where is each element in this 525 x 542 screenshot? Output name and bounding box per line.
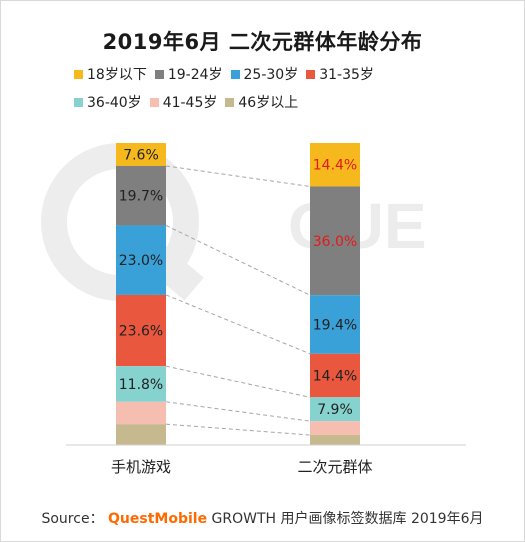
bar-segment: [116, 143, 166, 166]
chart-legend: 18岁以下 19-24岁 25-30岁 31-35岁 36-40岁 41-45岁 46岁以…: [74, 64, 434, 120]
data-label: 11.8%: [119, 377, 163, 393]
data-label: 7.6%: [123, 147, 159, 163]
legend-swatch: [74, 69, 83, 79]
bar-segment: [310, 435, 360, 445]
bar-segment: [116, 294, 166, 367]
bar-segment: [116, 424, 166, 445]
legend-item: 25-30岁: [230, 64, 299, 84]
legend-row: 18岁以下 19-24岁 25-30岁 31-35岁: [74, 64, 434, 84]
connector-line: [165, 365, 311, 398]
data-label: 7.9%: [317, 402, 353, 418]
chart-title: 2019年6月 二次元群体年龄分布: [102, 30, 423, 54]
legend-swatch: [306, 69, 316, 79]
bar-segment: [310, 186, 360, 296]
source-note: Source： QuestMobile GROWTH 用户画像标签数据库 201…: [0, 508, 525, 528]
bar-segment: [116, 366, 166, 402]
connector-line: [165, 224, 311, 296]
connector-line: [165, 401, 311, 422]
legend-label: 25-30岁: [243, 67, 299, 83]
legend-item: 41-45岁: [149, 92, 218, 112]
source-prefix: Source：: [41, 511, 104, 527]
legend-label: 41-45岁: [162, 95, 218, 111]
bar-segment: [116, 401, 166, 425]
x-tick-label: 手机游戏: [111, 458, 171, 476]
legend-item: 46岁以上: [225, 92, 298, 112]
legend-label: 46岁以上: [238, 95, 299, 111]
bar-segment: [310, 397, 360, 422]
legend-row: 36-40岁 41-45岁 46岁以上: [74, 92, 434, 112]
bar-segment: [310, 421, 360, 436]
x-tick-label: 二次元群体: [297, 458, 372, 476]
legend-label: 36-40岁: [87, 95, 142, 111]
legend-label: 19-24岁: [167, 67, 223, 83]
legend-item: 18岁以下: [74, 64, 147, 84]
series-connectors: [165, 165, 311, 436]
legend-item: 36-40岁: [74, 92, 142, 112]
data-label: 19.7%: [119, 189, 163, 205]
watermark-logo: QUE: [41, 143, 427, 301]
legend-label: 18岁以下: [87, 67, 147, 83]
legend-swatch: [74, 97, 83, 107]
legend-swatch: [225, 97, 235, 107]
connector-line: [165, 423, 311, 436]
source-suffix: GROWTH 用户画像标签数据库 2019年6月: [211, 511, 484, 527]
x-axis-labels: 手机游戏 二次元群体: [111, 458, 373, 476]
bar-segment: [310, 353, 360, 398]
legend-swatch: [149, 97, 159, 107]
data-label: 14.4%: [313, 369, 357, 385]
bar-segment: [310, 143, 360, 187]
legend-swatch: [154, 69, 164, 79]
data-label: 36.0%: [313, 234, 357, 250]
source-brand: QuestMobile: [108, 511, 208, 527]
data-label: 14.4%: [313, 158, 357, 174]
bar-stacks: 7.6% 19.7% 23.0% 23.6% 11.8% 14.4% 36.0% 19.4% 1…: [116, 143, 360, 445]
bar-segment: [310, 295, 360, 354]
legend-item: 19-24岁: [154, 64, 223, 84]
legend-swatch: [230, 69, 240, 79]
bar-segment: [116, 165, 166, 226]
data-label: 23.6%: [119, 324, 163, 340]
connector-line: [165, 165, 311, 187]
connector-line: [165, 294, 311, 355]
data-label: 19.4%: [313, 318, 357, 334]
legend-item: 31-35岁: [306, 64, 374, 84]
legend-label: 31-35岁: [319, 67, 374, 83]
data-label: 23.0%: [119, 253, 163, 269]
bar-segment: [116, 225, 166, 295]
